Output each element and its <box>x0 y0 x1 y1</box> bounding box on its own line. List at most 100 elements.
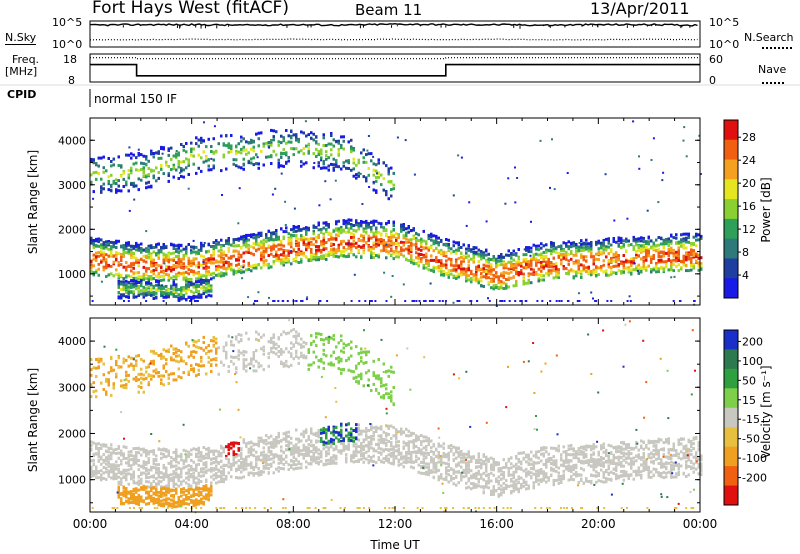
echo-cell <box>140 487 143 491</box>
echo-cell <box>337 243 340 247</box>
echo-cell <box>117 279 120 283</box>
echo-cell <box>502 261 505 265</box>
echo-cell <box>402 241 405 245</box>
echo-cell <box>187 455 190 459</box>
echo-cell <box>507 249 510 253</box>
echo-cell <box>687 236 690 240</box>
echo-cell <box>147 496 150 500</box>
echo-cell <box>415 247 418 251</box>
echo-cell <box>305 232 308 236</box>
echo-cell <box>162 504 165 508</box>
echo-cell <box>207 137 210 141</box>
echo-cell <box>435 246 438 250</box>
echo-speckle <box>452 301 455 304</box>
echo-cell <box>127 501 130 505</box>
echo-cell <box>547 265 550 269</box>
echo-cell <box>195 362 198 366</box>
echo-speckle <box>319 300 322 302</box>
echo-cell <box>120 189 123 193</box>
echo-cell <box>165 288 168 292</box>
echo-cell <box>155 493 158 497</box>
echo-speckle <box>402 283 405 286</box>
echo-cell <box>210 358 213 362</box>
echo-cell <box>645 258 648 262</box>
echo-cell <box>205 447 208 451</box>
echo-cell <box>147 278 150 282</box>
echo-cell <box>350 145 353 149</box>
echo-cell <box>190 264 193 267</box>
echo-cell <box>250 245 253 249</box>
echo-cell <box>485 264 488 268</box>
echo-cell <box>150 465 153 469</box>
echo-cell <box>537 259 540 263</box>
echo-cell <box>275 250 278 254</box>
echo-cell <box>672 269 675 273</box>
echo-speckle <box>353 273 356 276</box>
echo-cell <box>207 456 210 460</box>
echo-cell <box>345 166 348 170</box>
echo-cell <box>420 253 423 256</box>
echo-cell <box>195 493 198 496</box>
echo-cell <box>430 238 433 242</box>
echo-cell <box>605 245 608 249</box>
echo-cell <box>297 227 300 231</box>
echo-cell <box>177 495 180 499</box>
echo-cell <box>330 148 333 152</box>
echo-cell <box>387 250 390 254</box>
echo-cell <box>297 244 300 248</box>
echo-cell <box>520 261 523 265</box>
echo-cell <box>162 463 165 467</box>
echo-cell <box>377 243 380 247</box>
echo-cell <box>192 355 195 359</box>
echo-cell <box>265 155 268 159</box>
echo-cell <box>505 278 508 281</box>
echo-cell <box>567 272 570 276</box>
echo-cell <box>182 175 185 179</box>
echo-cell <box>277 143 280 147</box>
echo-speckle <box>196 300 199 302</box>
echo-cell <box>287 258 290 262</box>
echo-cell <box>275 130 278 134</box>
echo-cell <box>697 264 700 268</box>
echo-cell <box>122 285 125 289</box>
echo-cell <box>422 246 425 250</box>
echo-cell <box>280 243 283 247</box>
echo-cell <box>400 229 403 233</box>
echo-cell <box>590 249 593 253</box>
echo-cell <box>327 238 330 242</box>
echo-cell <box>182 359 185 363</box>
echo-cell <box>615 264 618 268</box>
echo-speckle <box>488 300 491 302</box>
echo-cell <box>202 348 205 352</box>
echo-cell <box>285 255 288 258</box>
echo-cell <box>500 259 503 263</box>
echo-cell <box>127 295 130 299</box>
echo-cell <box>95 358 98 361</box>
echo-cell <box>612 237 615 240</box>
echo-cell <box>212 245 215 248</box>
echo-cell <box>142 171 145 175</box>
echo-cell <box>425 266 428 270</box>
echo-cell <box>387 180 390 184</box>
echo-cell <box>642 262 645 266</box>
echo-cell <box>642 243 645 247</box>
echo-cell <box>322 226 325 230</box>
echo-cell <box>402 225 405 229</box>
echo-cell <box>575 249 578 253</box>
echo-cell <box>197 500 200 504</box>
echo-cell <box>152 250 155 254</box>
echo-cell <box>547 258 550 262</box>
echo-cell <box>640 244 643 248</box>
echo-cell <box>520 264 523 268</box>
echo-cell <box>135 259 138 263</box>
echo-cell <box>482 284 485 288</box>
echo-cell <box>390 247 393 251</box>
echo-cell <box>180 501 183 504</box>
echo-cell <box>390 253 393 257</box>
echo-cell <box>662 238 665 242</box>
echo-cell <box>687 255 690 259</box>
echo-cell <box>350 168 353 172</box>
echo-cell <box>640 249 643 253</box>
echo-cell <box>177 473 180 477</box>
echo-cell <box>130 458 133 462</box>
